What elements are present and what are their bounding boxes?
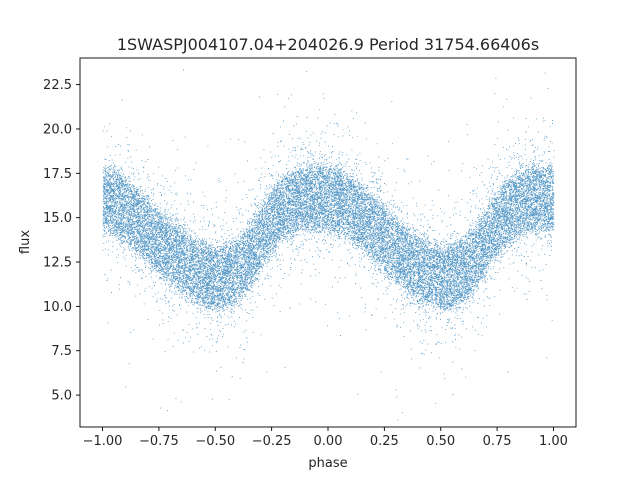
scatter-points	[102, 69, 555, 421]
x-tick-label: 1.00	[539, 434, 568, 449]
x-axis-label: phase	[308, 456, 347, 471]
y-axis-ticks: 5.0 7.5 10.0 12.5 15.0 17.5 20.0 22.5	[43, 78, 80, 404]
x-tick-label: −0.25	[252, 434, 292, 449]
y-tick-label: 12.5	[43, 256, 72, 271]
x-tick-label: 0.25	[370, 434, 399, 449]
x-tick-label: 0.00	[314, 434, 343, 449]
y-tick-label: 15.0	[43, 211, 72, 226]
x-tick-label: −1.00	[83, 434, 123, 449]
y-tick-label: 5.0	[51, 389, 72, 404]
x-axis-ticks: −1.00 −0.75 −0.50 −0.25 0.00 0.25 0.50 0.75 1.00	[83, 427, 568, 449]
y-tick-label: 10.0	[43, 300, 72, 315]
x-tick-label: 0.50	[426, 434, 455, 449]
y-axis-label: flux	[18, 230, 33, 254]
y-tick-label: 20.0	[43, 122, 72, 137]
y-tick-label: 17.5	[43, 167, 72, 182]
chart-title: 1SWASPJ004107.04+204026.9 Period 31754.6…	[117, 35, 539, 54]
flux-data-points	[102, 69, 555, 421]
y-tick-label: 22.5	[43, 78, 72, 93]
x-tick-label: −0.75	[139, 434, 179, 449]
x-tick-label: −0.50	[195, 434, 235, 449]
y-tick-label: 7.5	[51, 344, 72, 359]
x-tick-label: 0.75	[483, 434, 512, 449]
